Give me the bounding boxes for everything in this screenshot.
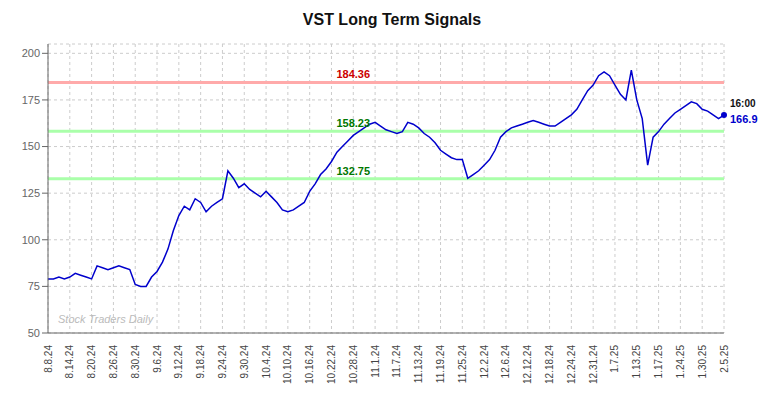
svg-text:158.23: 158.23 — [336, 117, 370, 129]
svg-text:2.5.25: 2.5.25 — [719, 345, 730, 373]
svg-text:12.2.24: 12.2.24 — [479, 345, 490, 379]
svg-text:8.30.24: 8.30.24 — [130, 345, 141, 379]
svg-text:9.30.24: 9.30.24 — [239, 345, 250, 379]
svg-text:9.6.24: 9.6.24 — [152, 345, 163, 373]
svg-text:1.13.25: 1.13.25 — [631, 345, 642, 379]
svg-text:10.28.24: 10.28.24 — [348, 345, 359, 384]
svg-text:11.19.24: 11.19.24 — [435, 345, 446, 384]
svg-text:125: 125 — [22, 187, 40, 199]
svg-text:11.7.24: 11.7.24 — [391, 345, 402, 378]
svg-text:50: 50 — [28, 327, 40, 339]
svg-text:184.36: 184.36 — [336, 68, 370, 80]
svg-text:1.30.25: 1.30.25 — [697, 345, 708, 379]
svg-text:1.17.25: 1.17.25 — [653, 345, 664, 379]
svg-text:200: 200 — [22, 47, 40, 59]
svg-text:10.16.24: 10.16.24 — [304, 345, 315, 384]
svg-text:12.31.24: 12.31.24 — [588, 345, 599, 384]
svg-text:12.18.24: 12.18.24 — [544, 345, 555, 384]
svg-text:1.24.25: 1.24.25 — [675, 345, 686, 379]
svg-text:16:00: 16:00 — [730, 98, 756, 109]
html-text:Stock Traders Daily: Stock Traders Daily — [58, 313, 154, 325]
svg-text:10.22.24: 10.22.24 — [326, 345, 337, 384]
svg-text:8.26.24: 8.26.24 — [108, 345, 119, 379]
svg-text:8.8.24: 8.8.24 — [43, 345, 54, 373]
svg-text:1.7.25: 1.7.25 — [609, 345, 620, 373]
svg-text:9.18.24: 9.18.24 — [195, 345, 206, 379]
svg-text:150: 150 — [22, 140, 40, 152]
svg-text:8.14.24: 8.14.24 — [64, 345, 75, 379]
svg-text:9.12.24: 9.12.24 — [173, 345, 184, 379]
svg-text:10.4.24: 10.4.24 — [261, 345, 272, 379]
html-text:VST Long Term Signals: VST Long Term Signals — [302, 11, 482, 28]
svg-text:12.12.24: 12.12.24 — [522, 345, 533, 384]
svg-text:75: 75 — [28, 280, 40, 292]
svg-text:8.20.24: 8.20.24 — [86, 345, 97, 379]
svg-text:166.9: 166.9 — [730, 113, 758, 125]
svg-text:10.10.24: 10.10.24 — [282, 345, 293, 384]
svg-text:11.25.24: 11.25.24 — [457, 345, 468, 384]
svg-text:12.24.24: 12.24.24 — [566, 345, 577, 384]
svg-text:12.6.24: 12.6.24 — [500, 345, 511, 379]
svg-text:9.24.24: 9.24.24 — [217, 345, 228, 379]
svg-text:11.1.24: 11.1.24 — [370, 345, 381, 378]
svg-text:175: 175 — [22, 94, 40, 106]
svg-text:11.13.24: 11.13.24 — [413, 345, 424, 384]
svg-text:100: 100 — [22, 234, 40, 246]
svg-text:132.75: 132.75 — [336, 165, 370, 177]
